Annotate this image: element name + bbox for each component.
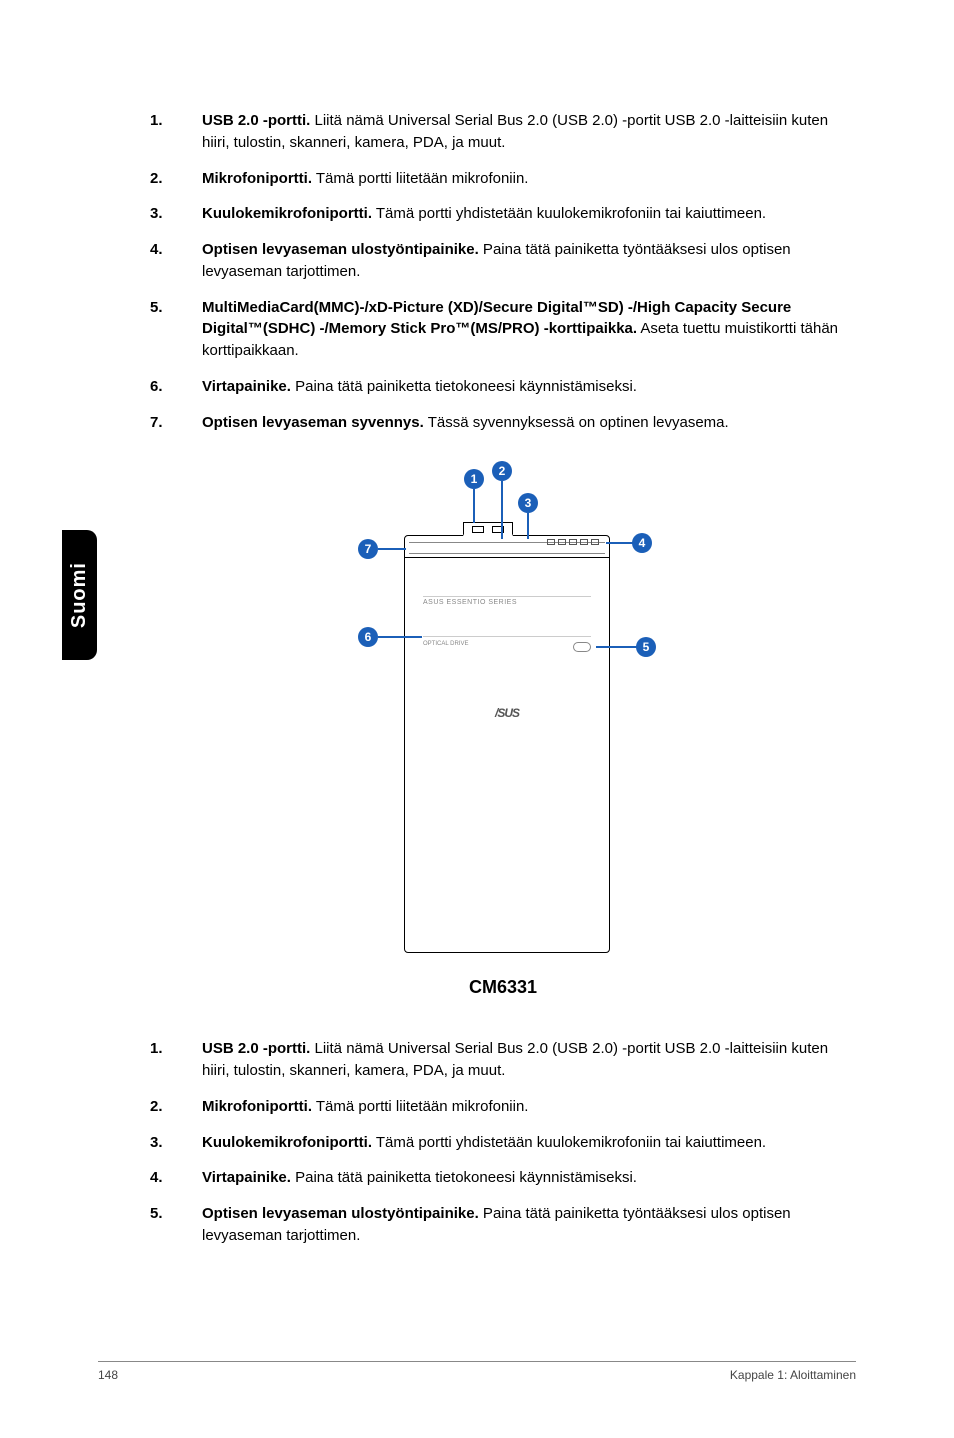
list-bold: Mikrofoniportti.	[202, 170, 312, 187]
list-bold: Virtapainike.	[202, 378, 291, 395]
optical-drive: OPTICAL DRIVE	[423, 636, 591, 660]
list-text: Kuulokemikrofoniportti. Tämä portti yhdi…	[202, 203, 856, 225]
list-bold: Virtapainike.	[202, 1169, 291, 1186]
model-label: CM6331	[469, 977, 537, 998]
list-text: USB 2.0 -portti. Liitä nämä Universal Se…	[202, 1038, 856, 1082]
list-item: 5.MultiMediaCard(MMC)-/xD-Picture (XD)/S…	[150, 297, 856, 362]
list-item: 4.Virtapainike. Paina tätä painiketta ti…	[150, 1167, 856, 1189]
list-text: Virtapainike. Paina tätä painiketta tiet…	[202, 1167, 856, 1189]
callout-7: 7	[358, 539, 378, 559]
list-number: 1.	[150, 110, 202, 154]
list-bold: Optisen levyaseman syvennys.	[202, 414, 424, 431]
chapter-label: Kappale 1: Aloittaminen	[730, 1368, 856, 1382]
list-number: 2.	[150, 168, 202, 190]
list-item: 3.Kuulokemikrofoniportti. Tämä portti yh…	[150, 203, 856, 225]
list-number: 5.	[150, 1203, 202, 1247]
ports-row	[547, 539, 599, 545]
list-bold: USB 2.0 -portti.	[202, 112, 310, 129]
figure-container: ASUS ESSENTIO SERIES OPTICAL DRIVE /SUS …	[150, 461, 856, 998]
language-tab-text: Suomi	[68, 562, 91, 628]
callout-1: 1	[464, 469, 484, 489]
page-content: 1.USB 2.0 -portti. Liitä nämä Universal …	[0, 0, 954, 1247]
list-item: 1.USB 2.0 -portti. Liitä nämä Universal …	[150, 1038, 856, 1082]
list-item: 2.Mikrofoniportti. Tämä portti liitetään…	[150, 168, 856, 190]
list-bold: Kuulokemikrofoniportti.	[202, 1134, 372, 1151]
page-footer: 148 Kappale 1: Aloittaminen	[98, 1361, 856, 1382]
list-item: 7.Optisen levyaseman syvennys. Tässä syv…	[150, 412, 856, 434]
list-bold: Kuulokemikrofoniportti.	[202, 205, 372, 222]
list-bold: Optisen levyaseman ulostyöntipainike.	[202, 241, 479, 258]
list-bold: Mikrofoniportti.	[202, 1098, 312, 1115]
list-number: 5.	[150, 297, 202, 362]
list-bold: MultiMediaCard(MMC)-/xD-Picture (XD)/Sec…	[202, 299, 791, 338]
feature-list-b: 1.USB 2.0 -portti. Liitä nämä Universal …	[150, 1038, 856, 1246]
list-text: Mikrofoniportti. Tämä portti liitetään m…	[202, 168, 856, 190]
drive-label: OPTICAL DRIVE	[423, 641, 468, 647]
list-text: Kuulokemikrofoniportti. Tämä portti yhdi…	[202, 1132, 856, 1154]
feature-list-a: 1.USB 2.0 -portti. Liitä nämä Universal …	[150, 110, 856, 433]
callout-3: 3	[518, 493, 538, 513]
list-text: USB 2.0 -portti. Liitä nämä Universal Se…	[202, 110, 856, 154]
list-item: 3.Kuulokemikrofoniportti. Tämä portti yh…	[150, 1132, 856, 1154]
list-text: Optisen levyaseman syvennys. Tässä syven…	[202, 412, 856, 434]
callout-4: 4	[632, 533, 652, 553]
list-number: 4.	[150, 239, 202, 283]
list-number: 4.	[150, 1167, 202, 1189]
callout-5: 5	[636, 637, 656, 657]
callout-2: 2	[492, 461, 512, 481]
list-number: 3.	[150, 1132, 202, 1154]
list-item: 1.USB 2.0 -portti. Liitä nämä Universal …	[150, 110, 856, 154]
device-tower: ASUS ESSENTIO SERIES OPTICAL DRIVE /SUS	[404, 535, 610, 953]
list-number: 6.	[150, 376, 202, 398]
device-figure: ASUS ESSENTIO SERIES OPTICAL DRIVE /SUS …	[348, 461, 658, 971]
usb-recess	[463, 522, 513, 536]
list-text: Virtapainike. Paina tätä painiketta tiet…	[202, 376, 856, 398]
list-text: Optisen levyaseman ulostyöntipainike. Pa…	[202, 1203, 856, 1247]
list-number: 7.	[150, 412, 202, 434]
list-text: Optisen levyaseman ulostyöntipainike. Pa…	[202, 239, 856, 283]
list-text: Mikrofoniportti. Tämä portti liitetään m…	[202, 1096, 856, 1118]
list-number: 3.	[150, 203, 202, 225]
list-item: 5.Optisen levyaseman ulostyöntipainike. …	[150, 1203, 856, 1247]
eject-button-graphic	[573, 642, 591, 652]
list-bold: Optisen levyaseman ulostyöntipainike.	[202, 1205, 479, 1222]
list-number: 1.	[150, 1038, 202, 1082]
device-label: ASUS ESSENTIO SERIES	[423, 596, 591, 606]
page-number: 148	[98, 1368, 118, 1382]
list-text: MultiMediaCard(MMC)-/xD-Picture (XD)/Sec…	[202, 297, 856, 362]
top-bar	[405, 536, 609, 558]
list-item: 6.Virtapainike. Paina tätä painiketta ti…	[150, 376, 856, 398]
list-item: 4.Optisen levyaseman ulostyöntipainike. …	[150, 239, 856, 283]
list-bold: USB 2.0 -portti.	[202, 1040, 310, 1057]
callout-6: 6	[358, 627, 378, 647]
list-number: 2.	[150, 1096, 202, 1118]
list-item: 2.Mikrofoniportti. Tämä portti liitetään…	[150, 1096, 856, 1118]
asus-logo: /SUS	[405, 706, 609, 720]
language-tab: Suomi	[62, 530, 97, 660]
